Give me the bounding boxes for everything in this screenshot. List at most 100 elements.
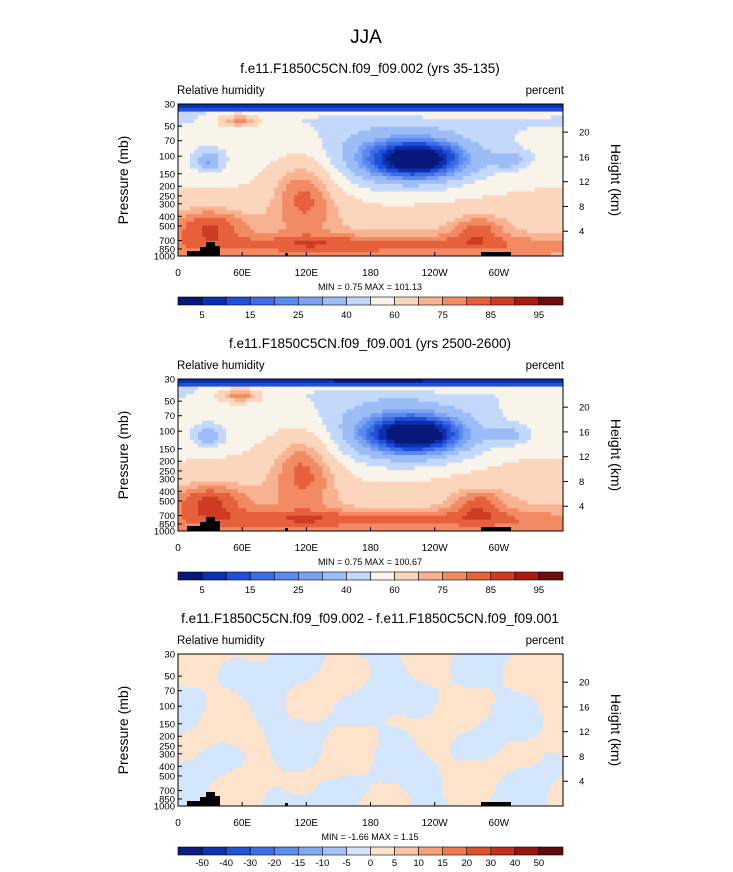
contour-cell: [186, 191, 191, 196]
contour-cell: [250, 237, 255, 242]
contour-cell: [246, 394, 251, 399]
contour-cell: [494, 233, 500, 238]
contour-cell: [230, 161, 235, 166]
contour-cell: [270, 164, 275, 170]
contour-cell: [502, 206, 508, 211]
contour-cell: [222, 168, 227, 173]
contour-cell: [186, 176, 191, 181]
contour-cell: [310, 161, 315, 166]
contour-cell: [454, 172, 460, 177]
contour-cell: [550, 172, 556, 177]
contour-cell: [262, 229, 267, 234]
contour-cell: [510, 180, 516, 185]
contour-cell: [238, 195, 243, 200]
contour-cell: [182, 240, 187, 246]
contour-cell: [418, 229, 424, 234]
contour-cell: [210, 237, 215, 242]
contour-cell: [558, 111, 563, 116]
contour-cell: [182, 130, 187, 135]
contour-cell: [178, 240, 183, 246]
contour-cell: [446, 104, 452, 109]
contour-cell: [510, 142, 516, 147]
contour-cell: [214, 202, 219, 208]
contour-cell: [322, 130, 327, 135]
contour-cell: [326, 138, 331, 143]
contour-cell: [254, 379, 259, 384]
contour-cell: [322, 386, 327, 391]
contour-cell: [230, 119, 235, 124]
contour-cell: [450, 237, 456, 242]
contour-cell: [278, 183, 283, 189]
contour-cell: [390, 394, 396, 399]
contour-cell: [282, 405, 287, 410]
contour-cell: [506, 107, 512, 113]
contour-cell: [510, 252, 516, 256]
contour-cell: [182, 417, 187, 422]
contour-cell: [234, 221, 239, 227]
contour-cell: [262, 183, 267, 189]
contour-cell: [478, 394, 484, 399]
contour-cell: [350, 390, 356, 395]
contour-cell: [186, 142, 191, 147]
contour-cell: [338, 111, 344, 116]
contour-cell: [258, 202, 263, 208]
contour-cell: [542, 417, 548, 422]
contour-cell: [542, 379, 548, 384]
contour-cell: [558, 138, 563, 143]
contour-cell: [450, 199, 456, 204]
contour-cell: [338, 210, 344, 215]
contour-cell: [274, 191, 279, 196]
contour-cell: [526, 180, 532, 185]
contour-cell: [394, 157, 400, 162]
contour-cell: [326, 195, 331, 200]
contour-cell: [422, 225, 428, 230]
contour-cell: [494, 187, 500, 192]
contour-cell: [278, 142, 283, 147]
contour-cell: [378, 379, 384, 384]
contour-cell: [390, 398, 396, 403]
contour-cell: [390, 401, 396, 407]
contour-cell: [270, 191, 275, 196]
contour-cell: [426, 237, 432, 242]
contour-cell: [542, 130, 548, 135]
contour-cell: [198, 214, 203, 219]
contour-cell: [346, 225, 352, 230]
contour-cell: [330, 191, 336, 196]
contour-cell: [238, 115, 243, 120]
contour-cell: [318, 405, 323, 410]
contour-cell: [454, 183, 460, 189]
contour-cell: [546, 199, 552, 204]
contour-cell: [298, 172, 303, 177]
contour-cell: [226, 225, 231, 230]
contour-cell: [410, 191, 416, 196]
contour-cell: [238, 134, 243, 139]
contour-cell: [314, 104, 319, 109]
contour-cell: [226, 240, 231, 246]
contour-cell: [266, 153, 271, 158]
contour-cell: [534, 202, 540, 208]
contour-cell: [262, 237, 267, 242]
contour-cell: [354, 382, 360, 388]
contour-cell: [502, 130, 508, 135]
contour-cell: [470, 115, 476, 120]
contour-cell: [198, 134, 203, 139]
contour-cell: [286, 409, 291, 414]
contour-cell: [426, 409, 432, 414]
contour-cell: [546, 138, 552, 143]
contour-cell: [458, 176, 464, 181]
contour-cell: [506, 413, 512, 418]
contour-cell: [306, 248, 311, 253]
contour-cell: [330, 229, 336, 234]
contour-cell: [442, 123, 448, 128]
contour-cell: [218, 233, 223, 238]
contour-cell: [270, 107, 275, 113]
contour-cell: [290, 394, 295, 399]
contour-cell: [530, 123, 536, 128]
contour-cell: [422, 401, 428, 407]
contour-cell: [266, 130, 271, 135]
contour-cell: [482, 386, 488, 391]
contour-cell: [294, 111, 299, 116]
contour-cell: [394, 199, 400, 204]
contour-cell: [370, 195, 376, 200]
contour-cell: [450, 149, 456, 154]
